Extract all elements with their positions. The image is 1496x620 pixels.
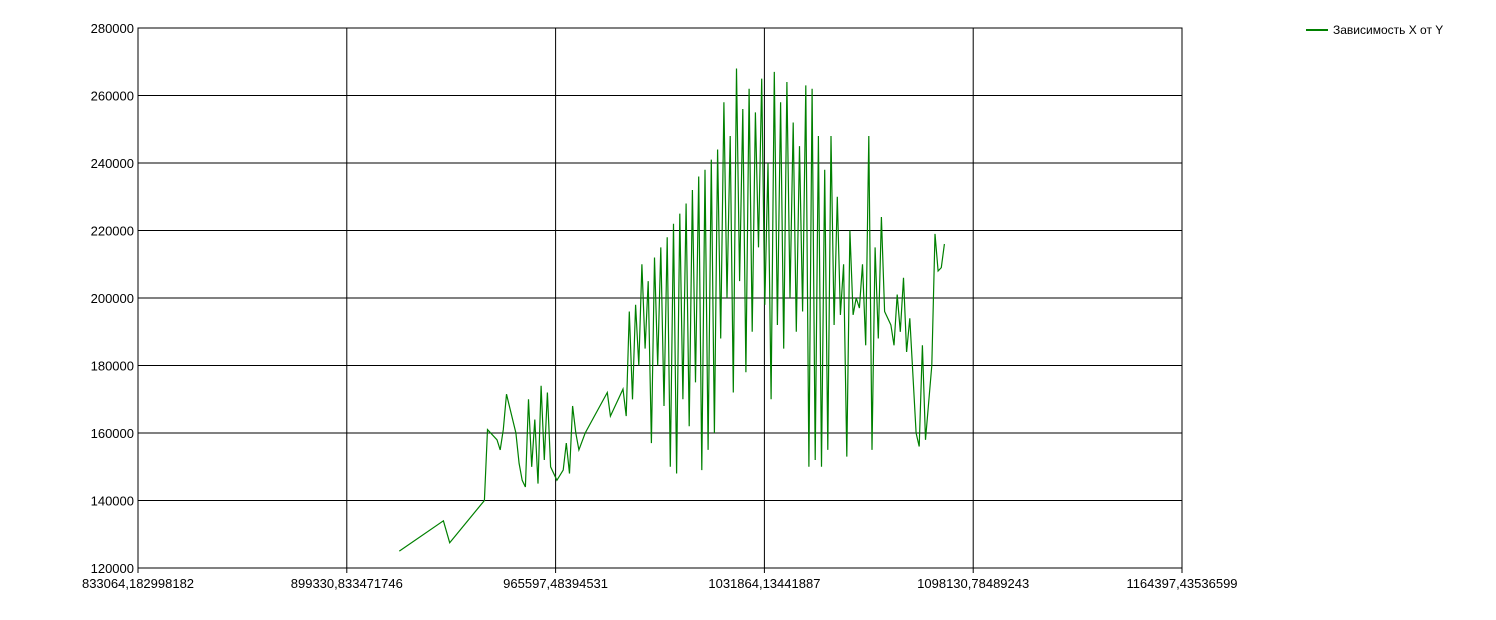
y-tick-label: 200000 (91, 291, 134, 306)
x-tick-label: 965597,48394531 (503, 576, 608, 591)
y-tick-label: 160000 (91, 426, 134, 441)
y-axis-tick-labels: 120000 140000 160000 180000 200000 220000 2400… (91, 21, 134, 576)
x-tick-label: 1164397,43536599 (1126, 576, 1237, 591)
y-tick-label: 120000 (91, 561, 134, 576)
series-group (398, 68, 945, 552)
legend-label: Зависимость X от Y (1333, 23, 1444, 37)
y-tick-label: 220000 (91, 224, 134, 239)
y-tick-label: 180000 (91, 359, 134, 374)
y-tick-label: 280000 (91, 21, 134, 36)
x-axis-tick-labels: 833064,182998182 899330,833471746 965597,4… (82, 568, 1238, 591)
series-line (398, 68, 945, 552)
legend-swatch (1306, 29, 1328, 31)
x-tick-label: 899330,833471746 (291, 576, 403, 591)
x-tick-label: 1098130,78489243 (917, 576, 1029, 591)
y-tick-label: 240000 (91, 156, 134, 171)
y-tick-label: 140000 (91, 494, 134, 509)
plot-area-frame (137, 27, 1183, 569)
x-tick-label: 833064,182998182 (82, 576, 194, 591)
legend: Зависимость X от Y (1306, 23, 1443, 37)
series-layer (398, 68, 945, 552)
x-tick-label: 1031864,13441887 (708, 576, 820, 591)
y-tick-label: 260000 (91, 89, 134, 104)
